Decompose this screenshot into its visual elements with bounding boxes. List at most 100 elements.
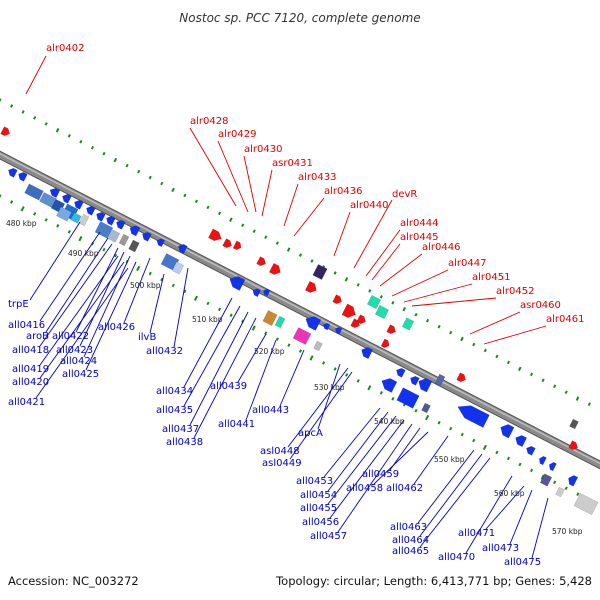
leader-line	[85, 261, 137, 371]
leader-line	[337, 423, 413, 533]
tick-mark	[67, 229, 71, 234]
reverse-gene-label: all0426	[98, 322, 135, 333]
reverse-gene	[526, 446, 536, 456]
reverse-gene-label: asl0448	[260, 446, 300, 457]
tick-mark	[193, 295, 199, 301]
leader-line	[173, 267, 189, 348]
reverse-gene-label: all0473	[482, 543, 519, 554]
tick-mark	[460, 336, 464, 342]
tick-mark	[437, 420, 441, 425]
leader-line	[327, 411, 389, 492]
reverse-gene	[118, 233, 130, 247]
tick-mark	[449, 426, 453, 431]
tick-mark	[564, 390, 568, 395]
leader-line	[39, 243, 113, 347]
forward-gene-label: alr0429	[218, 129, 256, 140]
tick-mark	[529, 468, 534, 473]
leader-line	[183, 305, 241, 407]
tick-mark	[148, 271, 152, 276]
reverse-gene-label: all0438	[166, 437, 203, 448]
leader-line	[329, 419, 405, 519]
reverse-gene	[171, 261, 185, 275]
tick-mark	[229, 313, 233, 318]
reverse-gene-label: all0425	[62, 369, 99, 380]
tick-mark	[183, 193, 187, 198]
forward-gene	[456, 372, 466, 382]
tick-mark	[275, 337, 279, 341]
leader-line	[373, 431, 429, 485]
forward-gene	[375, 305, 389, 319]
leader-line	[465, 475, 513, 554]
reverse-gene-label: all0464	[392, 535, 429, 546]
reverse-gene	[106, 216, 116, 226]
reverse-gene-label: all0455	[300, 503, 337, 514]
reverse-gene-label: all0458	[346, 483, 383, 494]
reverse-gene-label: all0462	[386, 483, 423, 494]
tick-mark	[472, 342, 476, 347]
tick-mark	[33, 116, 37, 120]
reverse-gene-label: all0421	[8, 397, 45, 408]
tick-mark	[414, 312, 418, 317]
forward-gene	[312, 264, 328, 280]
leader-line	[283, 183, 299, 227]
leader-line	[327, 415, 397, 505]
leader-line	[245, 339, 277, 421]
reverse-gene	[252, 288, 261, 297]
reverse-gene	[262, 310, 278, 326]
reverse-gene	[107, 229, 121, 243]
tick-mark	[217, 211, 222, 216]
leader-line	[371, 243, 401, 281]
forward-gene-label: alr0446	[422, 242, 460, 253]
leader-line	[261, 169, 273, 217]
genome-summary-text: Topology: circular; Length: 6,413,771 bp…	[275, 574, 592, 588]
tick-mark	[286, 247, 291, 252]
tick-mark	[379, 295, 383, 299]
leader-line	[189, 311, 249, 426]
tick-mark	[251, 325, 256, 331]
tick-mark	[495, 450, 499, 455]
reverse-gene	[555, 486, 565, 498]
leader-line	[79, 251, 125, 347]
tick-mark	[506, 456, 511, 461]
tick-mark	[356, 379, 360, 383]
forward-gene	[350, 318, 360, 328]
reverse-gene-label: all0475	[504, 557, 541, 568]
tick-mark	[437, 324, 441, 329]
tick-mark	[33, 212, 37, 216]
tick-mark	[102, 151, 106, 156]
tick-mark	[529, 372, 534, 377]
reverse-gene-label: asl0449	[262, 458, 302, 469]
reverse-gene-label: all0470	[438, 552, 475, 563]
tick-mark	[298, 349, 303, 353]
leader-line	[183, 297, 233, 388]
leader-line	[237, 333, 267, 383]
reverse-gene-label: all0457	[310, 531, 347, 542]
tick-mark	[44, 218, 48, 222]
tick-mark	[368, 289, 372, 293]
reverse-gene	[421, 402, 431, 414]
tick-mark	[252, 229, 256, 234]
reverse-gene	[49, 188, 61, 198]
reverse-gene	[24, 183, 44, 201]
tick-mark	[78, 235, 83, 242]
reverse-gene	[8, 168, 18, 178]
tick-mark	[564, 486, 568, 491]
forward-gene	[0, 126, 10, 136]
genome-backbone	[0, 150, 600, 470]
reverse-gene	[539, 473, 553, 487]
tick-mark	[137, 169, 141, 174]
leader-line	[417, 449, 475, 524]
forward-gene	[367, 295, 381, 309]
tick-mark	[495, 354, 499, 359]
leader-line	[25, 55, 47, 95]
reverse-gene	[313, 340, 323, 352]
reverse-gene-label: all0471	[458, 528, 495, 539]
scale-label: 540 kbp	[374, 417, 405, 426]
leader-line	[379, 253, 423, 287]
forward-gene-label: alr0436	[324, 186, 362, 197]
leader-line	[411, 297, 497, 307]
forward-gene	[208, 228, 222, 241]
reverse-gene	[96, 212, 106, 222]
tick-mark	[21, 110, 25, 114]
leader-line	[469, 311, 521, 335]
